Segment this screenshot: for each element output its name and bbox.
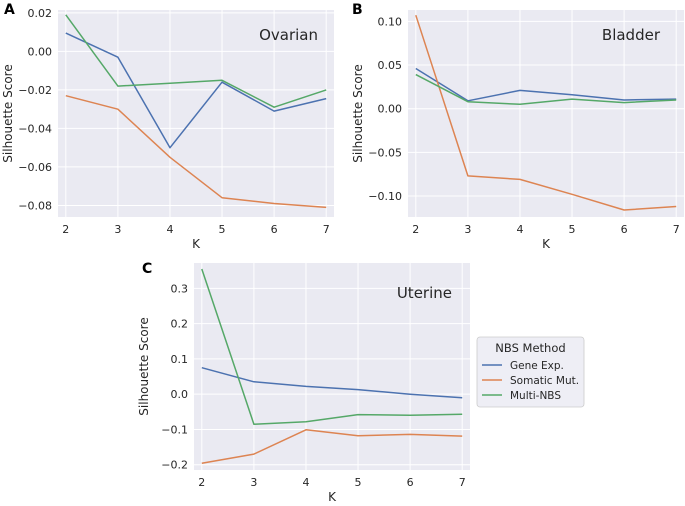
x-tick-label: 5 — [355, 476, 362, 489]
panel-ovarian: 0.02 0.00 −0.02 −0.04 −0.06 −0.08 2 3 4 5 6 7 A Ov… — [1, 2, 334, 251]
y-tick-label: 0.02 — [28, 7, 53, 20]
series-lines-uterine — [201, 268, 463, 465]
series-line-gene-exp-uterine — [201, 366, 463, 399]
y-tick-label: −0.10 — [368, 190, 402, 203]
x-tick-label: 6 — [621, 223, 628, 236]
series-line-multi-nbs-ovarian — [65, 14, 327, 108]
legend-box — [476, 336, 585, 408]
y-tick-label: −0.1 — [161, 423, 188, 436]
y-tick-label: 0.05 — [378, 59, 403, 72]
plot-area-ovarian — [58, 10, 334, 217]
panel-letter-b: B — [352, 2, 363, 18]
y-tick-labels-ovarian: 0.02 0.00 −0.02 −0.04 −0.06 −0.08 — [18, 7, 52, 213]
gridlines-bladder — [408, 10, 684, 217]
series-line-somatic-mut-uterine — [201, 429, 463, 465]
y-tick-label: −0.06 — [18, 161, 52, 174]
series-line-somatic-mut-bladder — [415, 14, 677, 211]
y-tick-label: 0.00 — [378, 103, 403, 116]
x-tick-label: 5 — [219, 223, 226, 236]
x-tick-label: 4 — [516, 223, 523, 236]
series-line-somatic-mut-ovarian — [65, 94, 327, 209]
x-axis-label-ovarian: K — [192, 237, 201, 251]
y-tick-label: 0.2 — [171, 318, 189, 331]
panel-title-bladder: Bladder — [602, 26, 661, 44]
legend-label-somatic-mut: Somatic Mut. — [510, 375, 579, 387]
x-tick-label: 7 — [673, 223, 680, 236]
gridlines-ovarian — [58, 10, 334, 217]
x-tick-label: 2 — [62, 223, 69, 236]
legend: NBS Method Gene Exp. Somatic Mut. Multi-… — [476, 336, 585, 408]
y-tick-label: 0.00 — [28, 45, 53, 58]
x-tick-label: 6 — [271, 223, 278, 236]
y-tick-label: 0.3 — [171, 282, 189, 295]
x-tick-label: 5 — [569, 223, 576, 236]
x-tick-label: 7 — [323, 223, 330, 236]
series-lines-ovarian — [65, 14, 327, 209]
plot-area-bladder — [408, 10, 684, 217]
y-axis-label-ovarian: Silhouette Score — [1, 64, 15, 162]
y-axis-label-uterine: Silhouette Score — [137, 317, 151, 415]
x-tick-label: 6 — [407, 476, 414, 489]
y-axis-label-bladder: Silhouette Score — [351, 64, 365, 162]
y-tick-label: −0.2 — [161, 459, 188, 472]
legend-label-multi-nbs: Multi-NBS — [510, 390, 561, 402]
y-tick-label: 0.1 — [171, 353, 189, 366]
y-tick-label: −0.02 — [18, 84, 52, 97]
panel-letter-c: C — [142, 261, 152, 277]
gridlines-uterine — [194, 263, 470, 470]
x-axis-label-bladder: K — [542, 237, 551, 251]
x-tick-label: 7 — [459, 476, 466, 489]
y-tick-label: −0.05 — [368, 146, 402, 159]
legend-label-gene-exp: Gene Exp. — [510, 360, 564, 372]
x-tick-label: 3 — [114, 223, 121, 236]
x-tick-label: 2 — [412, 223, 419, 236]
x-tick-label: 3 — [250, 476, 257, 489]
x-tick-label: 4 — [166, 223, 173, 236]
legend-title: NBS Method — [495, 341, 565, 355]
x-tick-label: 2 — [198, 476, 205, 489]
x-tick-label: 3 — [464, 223, 471, 236]
series-line-multi-nbs-uterine — [201, 268, 463, 425]
panel-title-uterine: Uterine — [397, 284, 452, 302]
series-line-gene-exp-ovarian — [65, 32, 327, 149]
x-axis-label-uterine: K — [328, 490, 337, 504]
x-tick-label: 4 — [302, 476, 309, 489]
series-line-multi-nbs-bladder — [415, 73, 677, 106]
y-tick-label: 0.0 — [171, 388, 189, 401]
x-tick-labels-uterine: 2 3 4 5 6 7 — [198, 476, 465, 489]
x-tick-labels-ovarian: 2 3 4 5 6 7 — [62, 223, 329, 236]
y-tick-labels-uterine: 0.3 0.2 0.1 0.0 −0.1 −0.2 — [161, 282, 188, 471]
series-lines-bladder — [415, 14, 677, 211]
y-tick-label: −0.08 — [18, 199, 52, 212]
x-tick-labels-bladder: 2 3 4 5 6 7 — [412, 223, 679, 236]
y-tick-label: 0.10 — [378, 15, 403, 28]
series-line-gene-exp-bladder — [415, 67, 677, 102]
panel-letter-a: A — [4, 2, 15, 18]
y-tick-label: −0.04 — [18, 122, 52, 135]
panel-title-ovarian: Ovarian — [259, 26, 318, 44]
y-tick-labels-bladder: 0.10 0.05 0.00 −0.05 −0.10 — [368, 15, 402, 203]
